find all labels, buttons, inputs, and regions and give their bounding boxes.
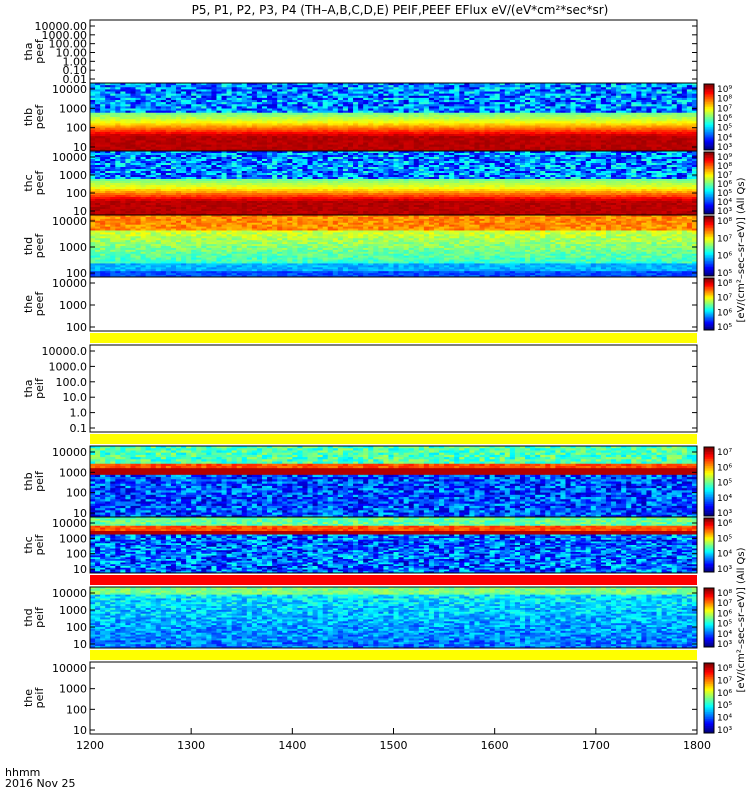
- panel-thb_peef: 10000100010010thbpeef10⁹10⁸10⁷10⁶10⁵10⁴1…: [22, 83, 732, 154]
- figure-title: P5, P1, P2, P3, P4 (TH–A,B,C,D,E) PEIF,P…: [192, 3, 609, 17]
- heatmap-cells: [90, 83, 697, 151]
- panel-tha_peef: 10000.001000.00100.0010.001.000.100.01th…: [22, 20, 697, 86]
- panel-frame: [90, 20, 697, 83]
- y-axis-label: peef: [33, 38, 46, 64]
- panels: 10000.001000.00100.0010.001.000.100.01th…: [22, 20, 732, 737]
- figure: P5, P1, P2, P3, P4 (TH–A,B,C,D,E) PEIF,P…: [0, 0, 750, 800]
